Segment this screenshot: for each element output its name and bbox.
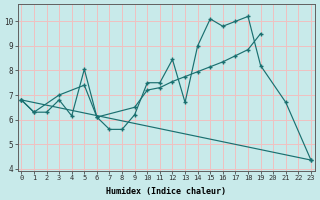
X-axis label: Humidex (Indice chaleur): Humidex (Indice chaleur) — [106, 187, 226, 196]
